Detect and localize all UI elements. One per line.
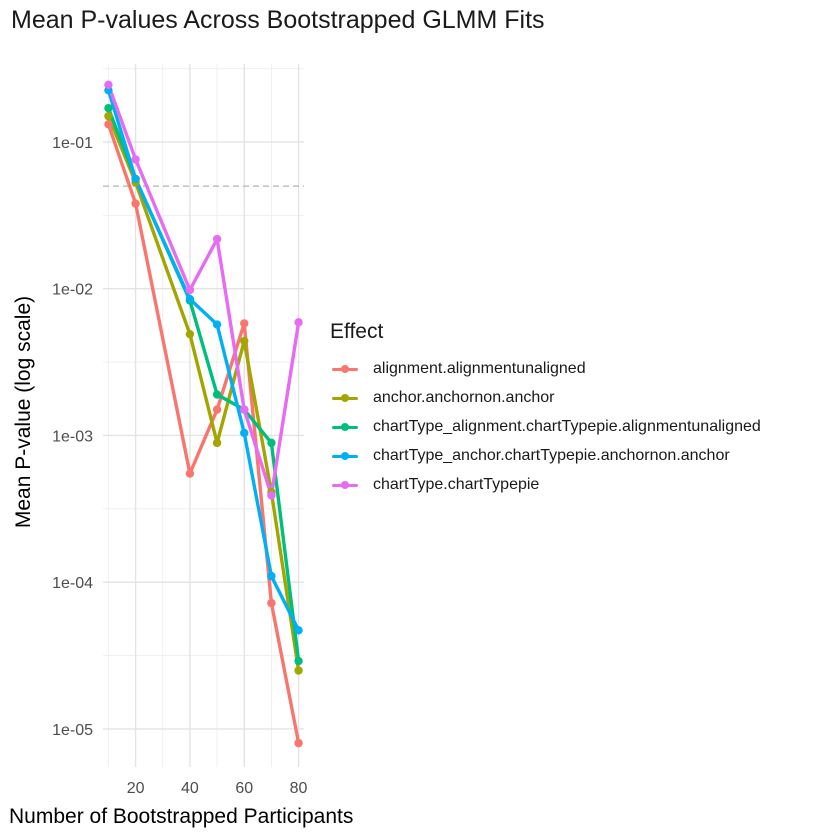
data-point — [267, 598, 276, 608]
legend-item: chartType.chartTypepie — [330, 470, 761, 499]
data-point — [212, 405, 222, 414]
legend-key-point — [341, 451, 349, 460]
legend-key-point — [341, 422, 349, 431]
series-points — [104, 80, 303, 748]
data-point — [240, 336, 249, 346]
data-point — [212, 320, 222, 329]
data-point — [131, 174, 140, 184]
legend-key — [330, 388, 360, 408]
data-point — [240, 319, 249, 328]
data-point — [185, 329, 195, 339]
legend-key-point — [341, 393, 349, 402]
data-point — [212, 390, 222, 399]
data-point — [185, 469, 195, 478]
legend-label: alignment.alignmentunaligned — [373, 359, 586, 377]
data-point — [185, 285, 195, 295]
data-point — [185, 294, 195, 304]
data-point — [240, 428, 249, 438]
series-line — [106, 83, 301, 498]
legend: Effect alignment.alignmentunaligned ancho… — [330, 320, 761, 499]
legend-label: chartType_alignment.chartTypepie.alignme… — [373, 417, 761, 435]
data-point — [131, 199, 140, 208]
x-tick-label: 60 — [235, 780, 253, 797]
data-point — [267, 438, 276, 448]
x-tick-label: 20 — [127, 780, 145, 797]
legend-item: anchor.anchornon.anchor — [330, 383, 761, 412]
y-axis-title: Mean P-value (log scale) — [12, 296, 35, 528]
legend-key — [330, 417, 360, 437]
x-axis-title: Number of Bootstrapped Participants — [9, 805, 353, 828]
legend-items: alignment.alignmentunaligned anchor.ancho… — [330, 354, 761, 499]
series-line — [106, 88, 301, 632]
data-point — [294, 666, 303, 675]
data-point — [294, 656, 303, 666]
y-tick-label: 1e-04 — [52, 575, 93, 592]
y-tick-label: 1e-02 — [52, 282, 93, 299]
legend-key — [330, 475, 360, 495]
y-tick-label: 1e-03 — [52, 428, 93, 445]
x-tick-labels: 20 40 60 80 — [127, 780, 308, 797]
data-point — [104, 80, 113, 90]
y-tick-label: 1e-01 — [52, 135, 93, 152]
data-point — [104, 120, 113, 129]
data-point — [294, 318, 303, 327]
chart-title: Mean P-values Across Bootstrapped GLMM F… — [11, 6, 545, 34]
legend-item: chartType_alignment.chartTypepie.alignme… — [330, 412, 761, 441]
data-point — [131, 155, 140, 164]
legend-item: alignment.alignmentunaligned — [330, 354, 761, 383]
major-gridlines — [103, 64, 304, 767]
legend-key-point — [341, 364, 349, 373]
series-line — [106, 122, 301, 745]
y-tick-labels: 1e-05 1e-04 1e-03 1e-02 1e-01 — [52, 135, 93, 739]
legend-key — [330, 446, 360, 466]
legend-label: chartType.chartTypepie — [373, 475, 540, 493]
legend-item: chartType_anchor.chartTypepie.anchornon.… — [330, 441, 761, 470]
data-point — [212, 234, 222, 244]
x-tick-label: 40 — [181, 780, 199, 797]
x-tick-label: 80 — [290, 780, 308, 797]
data-point — [212, 438, 222, 448]
y-tick-label: 1e-05 — [52, 722, 93, 739]
data-point — [267, 491, 276, 500]
data-point — [294, 738, 303, 748]
data-point — [104, 111, 113, 121]
legend-key-point — [341, 480, 349, 489]
legend-label: chartType_anchor.chartTypepie.anchornon.… — [373, 446, 730, 464]
data-point — [267, 571, 276, 581]
data-point — [240, 405, 249, 414]
legend-title: Effect — [330, 320, 384, 343]
legend-key — [330, 359, 360, 379]
legend-label: anchor.anchornon.anchor — [373, 388, 555, 406]
data-point — [104, 103, 113, 113]
data-point — [294, 626, 303, 635]
